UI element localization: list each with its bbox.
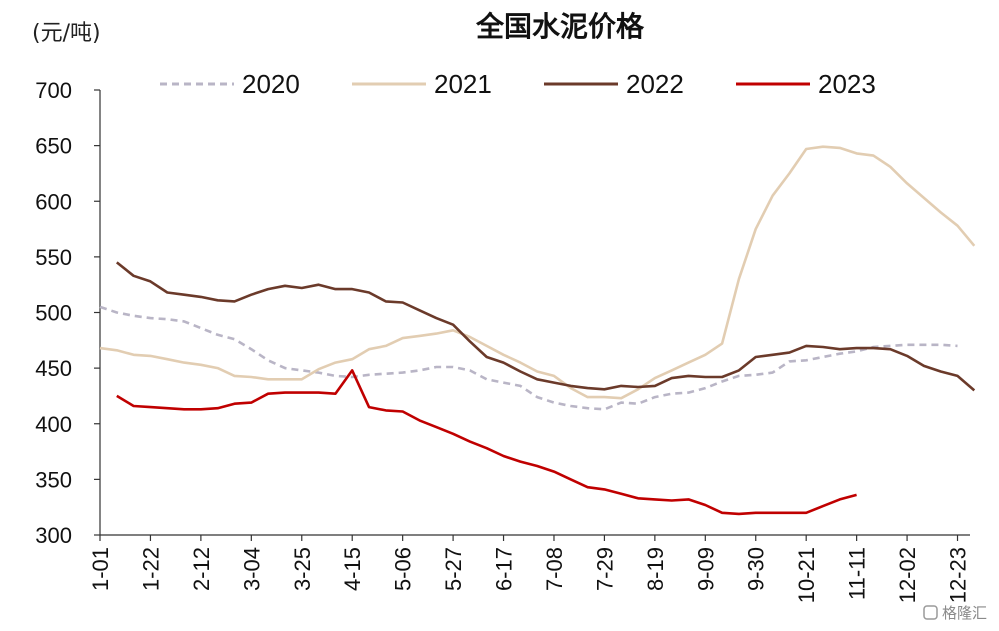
x-tick-label: 1-01 (88, 547, 113, 591)
y-axis: 300 350 400 450 500 550 600 650 700 (35, 78, 101, 548)
watermark: 格隆汇 (923, 604, 987, 622)
y-tick-label: 550 (35, 245, 72, 270)
chart-title: 全国水泥价格 (475, 10, 645, 43)
watermark-logo-icon (923, 605, 938, 620)
y-tick-label: 600 (35, 189, 72, 214)
x-tick-label: 3-04 (239, 547, 264, 591)
legend-label-2021: 2021 (434, 69, 492, 99)
series-line-2020 (99, 305, 958, 411)
x-tick-label: 4-15 (340, 547, 365, 591)
x-tick-label: 3-25 (290, 547, 315, 591)
x-tick-label: 12-23 (946, 547, 971, 603)
x-tick-label: 5-06 (391, 547, 416, 591)
x-tick-label: 10-21 (794, 547, 819, 603)
y-tick-label: 300 (35, 523, 72, 548)
x-axis: 1-01 1-22 2-12 3-04 3-25 4-15 5-06 5-27 6-17 7-08… (88, 534, 971, 603)
legend-label-2023: 2023 (818, 69, 876, 99)
legend-label-2020: 2020 (242, 69, 300, 99)
x-tick-label: 7-29 (592, 547, 617, 591)
legend: 2020 2021 2022 2023 (160, 69, 876, 99)
series-layer (99, 145, 976, 516)
x-tick-label: 11-11 (845, 547, 870, 600)
x-tick-label: 7-08 (542, 547, 567, 591)
y-tick-label: 650 (35, 134, 72, 159)
x-tick-label: 9-30 (744, 547, 769, 591)
y-tick-label: 350 (35, 467, 72, 492)
watermark-text: 格隆汇 (942, 604, 987, 622)
y-tick-label: 400 (35, 412, 72, 437)
y-tick-label: 500 (35, 301, 72, 326)
y-tick-label: 450 (35, 356, 72, 381)
series-line-2022 (115, 261, 976, 392)
series-line-2021 (99, 145, 976, 400)
x-tick-label: 8-19 (643, 547, 668, 591)
x-tick-label: 5-27 (441, 547, 466, 591)
y-axis-unit-label: (元/吨) (32, 21, 101, 46)
y-tick-label: 700 (35, 78, 72, 103)
series-line-2023 (116, 369, 857, 516)
legend-label-2022: 2022 (626, 69, 684, 99)
x-tick-label: 2-12 (189, 547, 214, 591)
x-tick-label: 6-17 (492, 547, 517, 591)
x-tick-label: 12-02 (895, 547, 920, 603)
x-tick-label: 9-09 (693, 547, 718, 591)
x-tick-label: 1-22 (138, 547, 163, 591)
